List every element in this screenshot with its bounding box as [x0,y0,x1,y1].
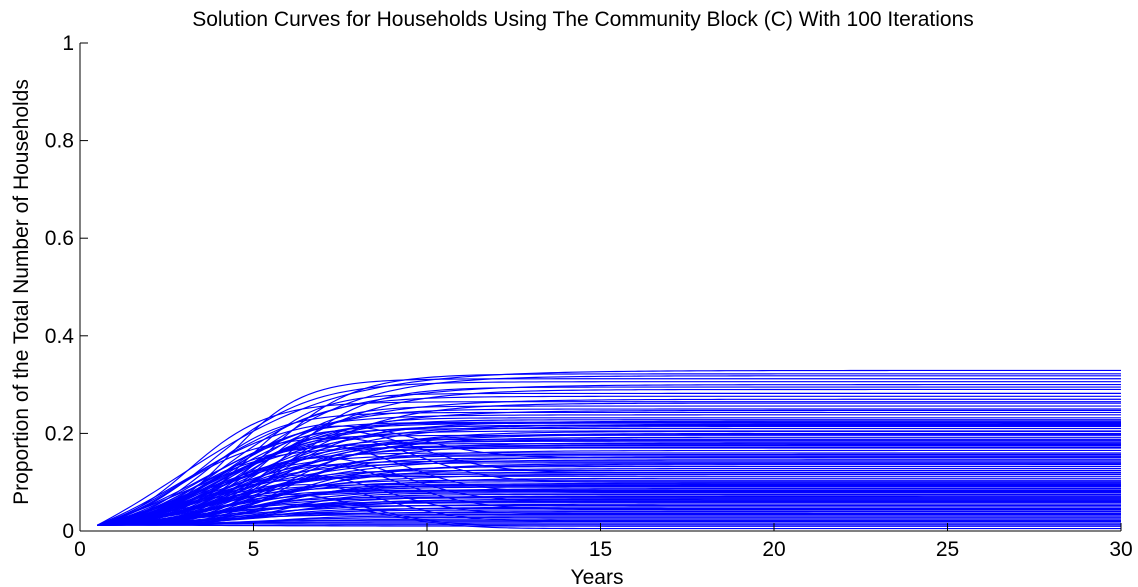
y-tick-label: 0.4 [45,325,75,348]
y-tick-label: 0.6 [45,227,74,250]
y-axis-label: Proportion of the Total Number of Househ… [10,79,33,505]
x-ticks: 0 5 10 15 20 25 30 [74,523,1133,561]
series-line-61 [97,486,1121,526]
series-line-79 [97,509,1121,526]
series-line-100 [97,463,1121,526]
y-ticks: 0 0.2 0.4 0.6 0.8 1 [45,32,88,543]
x-tick-label: 5 [248,538,260,561]
series-line-44 [97,459,1121,526]
series-group [97,369,1121,530]
x-tick-label: 10 [415,538,438,561]
x-axis-label: Years [571,566,624,587]
series-line-104 [97,474,1121,526]
series-line-35 [97,443,1121,526]
series-line-103 [97,484,1121,526]
series-line-95 [97,430,1121,526]
series-line-91 [97,489,1121,526]
series-line-46 [97,462,1121,526]
series-line-94 [97,439,1121,526]
series-line-102 [97,493,1121,527]
series-line-98 [97,433,1121,526]
series-line-10 [97,395,1121,526]
series-line-5 [97,381,1121,526]
series-line-81 [97,512,1121,526]
series-line-69 [97,497,1121,526]
series-line-15 [97,408,1121,526]
series-line-58 [97,483,1121,526]
series-line-88 [97,522,1121,526]
series-line-40 [97,452,1121,526]
series-line-110 [97,425,1121,526]
series-line-109 [97,430,1121,526]
series-line-96 [97,422,1121,526]
series-line-16 [97,409,1121,526]
plot-area: 0 5 10 15 20 25 30 0 0.2 0.4 0.6 0.8 1 [45,32,1133,561]
series-line-2 [97,373,1121,526]
series-line-74 [97,502,1121,526]
series-line-12 [97,401,1121,526]
series-line-39 [97,449,1121,526]
y-tick-label: 0 [62,520,74,543]
y-tick-label: 1 [62,32,74,55]
chart-title: Solution Curves for Households Using The… [192,8,974,31]
series-line-32 [97,438,1121,526]
x-tick-label: 15 [589,538,612,561]
x-tick-label: 0 [74,538,86,561]
series-line-75 [97,503,1121,526]
series-line-33 [97,440,1121,526]
series-line-59 [97,484,1121,526]
series-line-108 [97,437,1121,526]
series-line-55 [97,479,1121,526]
series-line-17 [97,411,1121,526]
series-line-18 [97,414,1121,526]
y-tick-label: 0.8 [45,130,74,153]
series-line-37 [97,445,1121,526]
y-tick-label: 0.2 [45,422,74,445]
series-line-36 [97,444,1121,526]
series-line-72 [97,500,1121,526]
x-tick-label: 25 [936,538,959,561]
x-tick-label: 30 [1109,538,1132,561]
series-line-105 [97,464,1121,526]
series-line-47 [97,464,1121,526]
series-line-14 [97,405,1121,526]
series-line-106 [97,457,1121,526]
series-line-1 [97,369,1121,526]
series-line-6 [97,384,1121,526]
series-line-9 [97,392,1121,526]
series-line-76 [97,505,1121,526]
series-line-101 [97,503,1121,530]
series-line-45 [97,460,1121,526]
series-line-107 [97,445,1121,526]
x-tick-label: 20 [762,538,785,561]
series-line-68 [97,496,1121,526]
series-line-86 [97,519,1121,526]
